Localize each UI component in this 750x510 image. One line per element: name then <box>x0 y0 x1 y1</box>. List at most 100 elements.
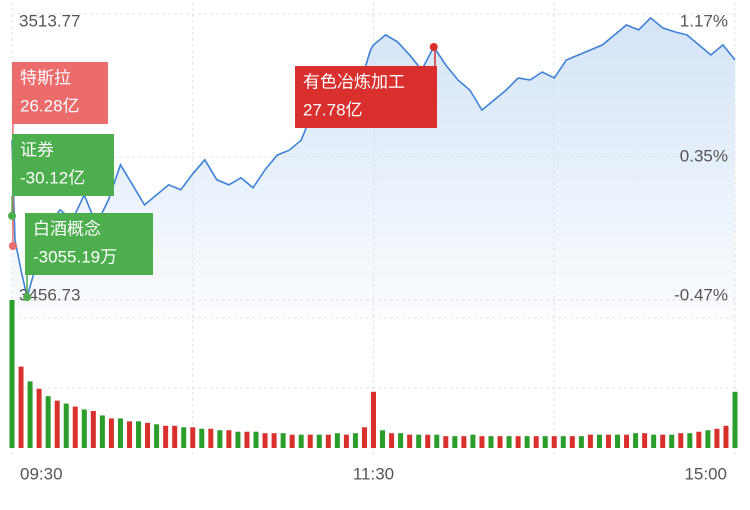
annotation-dot <box>8 211 16 220</box>
volume-bar <box>298 434 304 448</box>
volume-bar <box>497 436 503 448</box>
volume-bar <box>280 433 286 448</box>
volume-bar <box>425 434 431 448</box>
volume-bar <box>27 381 33 448</box>
volume-bar <box>117 418 123 448</box>
volume-bar <box>208 428 214 448</box>
volume-bar <box>624 434 630 448</box>
volume-bar <box>253 431 259 448</box>
volume-bar <box>524 436 530 448</box>
volume-bar <box>126 421 132 448</box>
volume-bar <box>416 434 422 448</box>
volume-bar <box>380 430 386 448</box>
volume-bar <box>443 436 449 448</box>
x-tick-label: 15:00 <box>684 464 727 483</box>
annotation-box <box>295 66 437 128</box>
volume-bar <box>45 396 51 448</box>
volume-bar <box>732 391 738 448</box>
annotation-title: 有色冶炼加工 <box>303 72 405 91</box>
annotation-box <box>25 213 153 275</box>
volume-bar <box>605 434 611 448</box>
x-tick-label: 11:30 <box>353 464 394 483</box>
volume-bar <box>452 436 458 448</box>
volume-bar <box>154 424 160 448</box>
volume-bar <box>407 434 413 448</box>
volume-bar <box>217 430 223 448</box>
y-tick-label: 3456.73 <box>19 285 80 304</box>
y-tick-label: 3513.77 <box>19 11 80 30</box>
volume-bar <box>163 425 169 448</box>
annotation-amount: 26.28亿 <box>20 96 80 115</box>
volume-bar <box>343 434 349 448</box>
volume-bar <box>172 425 178 448</box>
volume-bar <box>361 427 367 448</box>
price-line <box>11 16 736 298</box>
volume-bar <box>136 421 142 448</box>
volume-bar <box>723 425 729 448</box>
volume-bar <box>678 433 684 448</box>
volume-bar <box>479 436 485 448</box>
volume-bar <box>714 428 720 448</box>
volume-bar <box>578 436 584 448</box>
y2-tick-label: -0.47% <box>674 285 728 304</box>
volume-bar <box>72 406 78 448</box>
volume-bar <box>54 400 60 448</box>
annotation-box <box>12 134 114 196</box>
y2-tick-label: 0.35% <box>680 146 728 165</box>
volume-bar <box>334 433 340 448</box>
volume-bar <box>461 436 467 448</box>
volume-bar <box>235 431 241 448</box>
volume-bar <box>90 411 96 448</box>
volume-bar <box>533 436 539 448</box>
volume-bar <box>687 433 693 448</box>
volume-bar <box>145 422 151 448</box>
volume-bar <box>325 434 331 448</box>
annotation-amount: -30.12亿 <box>20 168 85 187</box>
volume-bar <box>389 433 395 448</box>
annotation-dot <box>429 42 438 51</box>
volume-bar <box>289 434 295 448</box>
annotation-title: 证券 <box>20 140 54 159</box>
volume-bar <box>551 436 557 448</box>
volume-bar <box>542 436 548 448</box>
annotation-title: 白酒概念 <box>33 218 101 238</box>
volume-bar <box>18 366 24 448</box>
volume-bar <box>696 431 702 448</box>
volume-bar <box>226 430 232 448</box>
volume-bar <box>587 434 593 448</box>
volume-bar <box>371 391 376 448</box>
volume-bar <box>190 427 196 448</box>
volume-bar <box>560 436 566 448</box>
volume-bar <box>262 433 268 448</box>
volume-bar <box>506 436 512 448</box>
volume-bar <box>181 427 187 448</box>
volume-bar <box>352 433 358 448</box>
volume-bar <box>199 428 205 448</box>
volume-bar <box>642 433 648 448</box>
y2-tick-label: 1.17% <box>680 11 728 30</box>
price-area <box>12 17 735 319</box>
volume-bar <box>596 434 602 448</box>
volume-bar <box>271 433 277 448</box>
annotation-title: 特斯拉 <box>20 68 71 87</box>
x-tick-label: 09:30 <box>20 464 63 483</box>
volume-bar <box>660 434 666 448</box>
volume-bar <box>633 433 639 448</box>
volume-bar <box>36 388 42 448</box>
volume-bar <box>705 430 711 448</box>
volume-bar <box>515 436 521 448</box>
volume-bar <box>434 434 440 448</box>
annotation-amount: 27.78亿 <box>303 100 363 119</box>
volume-bar <box>669 434 675 448</box>
annotation-amount: -3055.19万 <box>33 247 117 266</box>
volume-bar <box>615 434 621 448</box>
volume-bar <box>244 431 250 448</box>
volume-bar <box>569 436 575 448</box>
annotation-dot <box>8 241 17 250</box>
volume-bar <box>488 436 494 448</box>
volume-bar <box>9 300 15 448</box>
volume-bar <box>99 415 105 448</box>
volume-bar <box>108 418 114 448</box>
volume-bar <box>470 434 476 448</box>
